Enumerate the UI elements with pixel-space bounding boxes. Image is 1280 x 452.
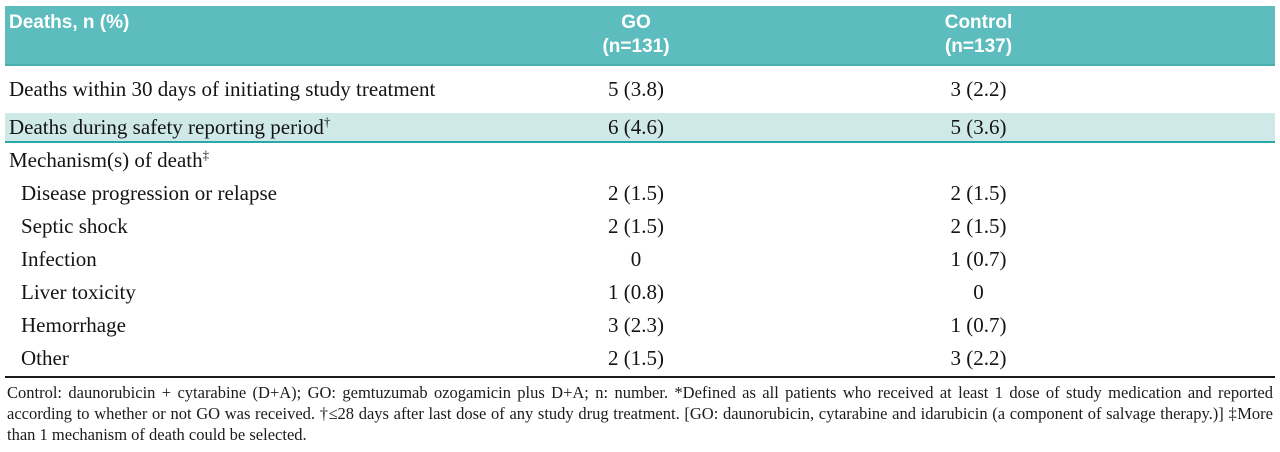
- control-value: 3 (2.2): [950, 77, 1007, 101]
- table-row: Other 2 (1.5) 3 (2.2): [5, 342, 1275, 375]
- spacer-cell: [1156, 142, 1275, 177]
- header-control-n: (n=137): [944, 36, 1013, 57]
- row-label: Hemorrhage: [5, 309, 471, 342]
- row-label: Deaths during safety reporting period†: [5, 113, 471, 143]
- header-spacer: [1156, 6, 1275, 66]
- spacer-cell: [1156, 210, 1275, 243]
- control-value: 1 (0.7): [950, 247, 1007, 271]
- row-label-text: Septic shock: [21, 214, 128, 238]
- table-row: Disease progression or relapse 2 (1.5) 2…: [5, 177, 1275, 210]
- table-header: Deaths, n (%) GO (n=131) Control (n=137): [5, 6, 1275, 66]
- header-go-column: GO (n=131): [471, 6, 801, 66]
- row-label-text: Infection: [21, 247, 97, 271]
- control-value: 2 (1.5): [950, 214, 1007, 238]
- row-label-text: Liver toxicity: [21, 280, 136, 304]
- control-value: 1 (0.7): [950, 313, 1007, 337]
- table-footnote: Control: daunorubicin + cytarabine (D+A)…: [5, 376, 1275, 451]
- go-value: 6 (4.6): [471, 113, 801, 143]
- spacer-cell: [1156, 309, 1275, 342]
- go-value: [471, 142, 801, 177]
- row-label-sup: ‡: [202, 146, 210, 162]
- section-label: Mechanism(s) of death‡: [5, 142, 471, 177]
- header-go-n: (n=131): [602, 36, 670, 57]
- go-value: 2 (1.5): [608, 346, 664, 370]
- control-value: [801, 142, 1156, 177]
- go-value: 5 (3.8): [608, 77, 664, 101]
- control-value: 5 (3.6): [801, 113, 1156, 143]
- go-value: 0: [630, 247, 642, 271]
- header-deaths-label: Deaths, n (%): [5, 6, 471, 66]
- row-label: Disease progression or relapse: [5, 177, 471, 210]
- control-value: 3 (2.2): [950, 346, 1007, 370]
- spacer-cell: [1156, 342, 1275, 375]
- table-section-row: Mechanism(s) of death‡: [5, 142, 1275, 177]
- header-go-name: GO: [621, 12, 651, 33]
- row-label-text: Deaths during safety reporting period: [9, 114, 324, 139]
- row-label-text: Other: [21, 346, 69, 370]
- row-label: Liver toxicity: [5, 276, 471, 309]
- go-value: 2 (1.5): [608, 214, 664, 238]
- spacer-cell: [1156, 113, 1275, 143]
- row-label: Infection: [5, 243, 471, 276]
- control-value: 2 (1.5): [950, 181, 1007, 205]
- header-control-column: Control (n=137): [801, 6, 1156, 66]
- table-row: Infection 0 1 (0.7): [5, 243, 1275, 276]
- go-value: 2 (1.5): [608, 181, 664, 205]
- spacer-cell: [1156, 243, 1275, 276]
- header-control-name: Control: [944, 12, 1013, 33]
- row-label-text: Disease progression or relapse: [21, 181, 277, 205]
- go-value: 3 (2.3): [608, 313, 664, 337]
- spacer-cell: [1156, 276, 1275, 309]
- row-label-text: Hemorrhage: [21, 313, 126, 337]
- header-row: Deaths, n (%) GO (n=131) Control (n=137): [5, 6, 1275, 66]
- deaths-table: Deaths, n (%) GO (n=131) Control (n=137)…: [5, 6, 1275, 375]
- table-row: Hemorrhage 3 (2.3) 1 (0.7): [5, 309, 1275, 342]
- table-row: Deaths within 30 days of initiating stud…: [5, 65, 1275, 113]
- control-value: 0: [973, 280, 984, 304]
- table-row-highlighted: Deaths during safety reporting period† 6…: [5, 113, 1275, 143]
- row-label: Other: [5, 342, 471, 375]
- table-row: Septic shock 2 (1.5) 2 (1.5): [5, 210, 1275, 243]
- table-body: Deaths within 30 days of initiating stud…: [5, 65, 1275, 375]
- row-label-text: Deaths within 30 days of initiating stud…: [9, 77, 436, 101]
- row-label-text: Mechanism(s) of death: [9, 147, 203, 172]
- go-value: 1 (0.8): [608, 280, 664, 304]
- spacer-cell: [1156, 65, 1275, 113]
- row-label: Deaths within 30 days of initiating stud…: [5, 65, 471, 113]
- row-label: Septic shock: [5, 210, 471, 243]
- row-label-sup: †: [323, 113, 331, 129]
- table-row: Liver toxicity 1 (0.8) 0: [5, 276, 1275, 309]
- spacer-cell: [1156, 177, 1275, 210]
